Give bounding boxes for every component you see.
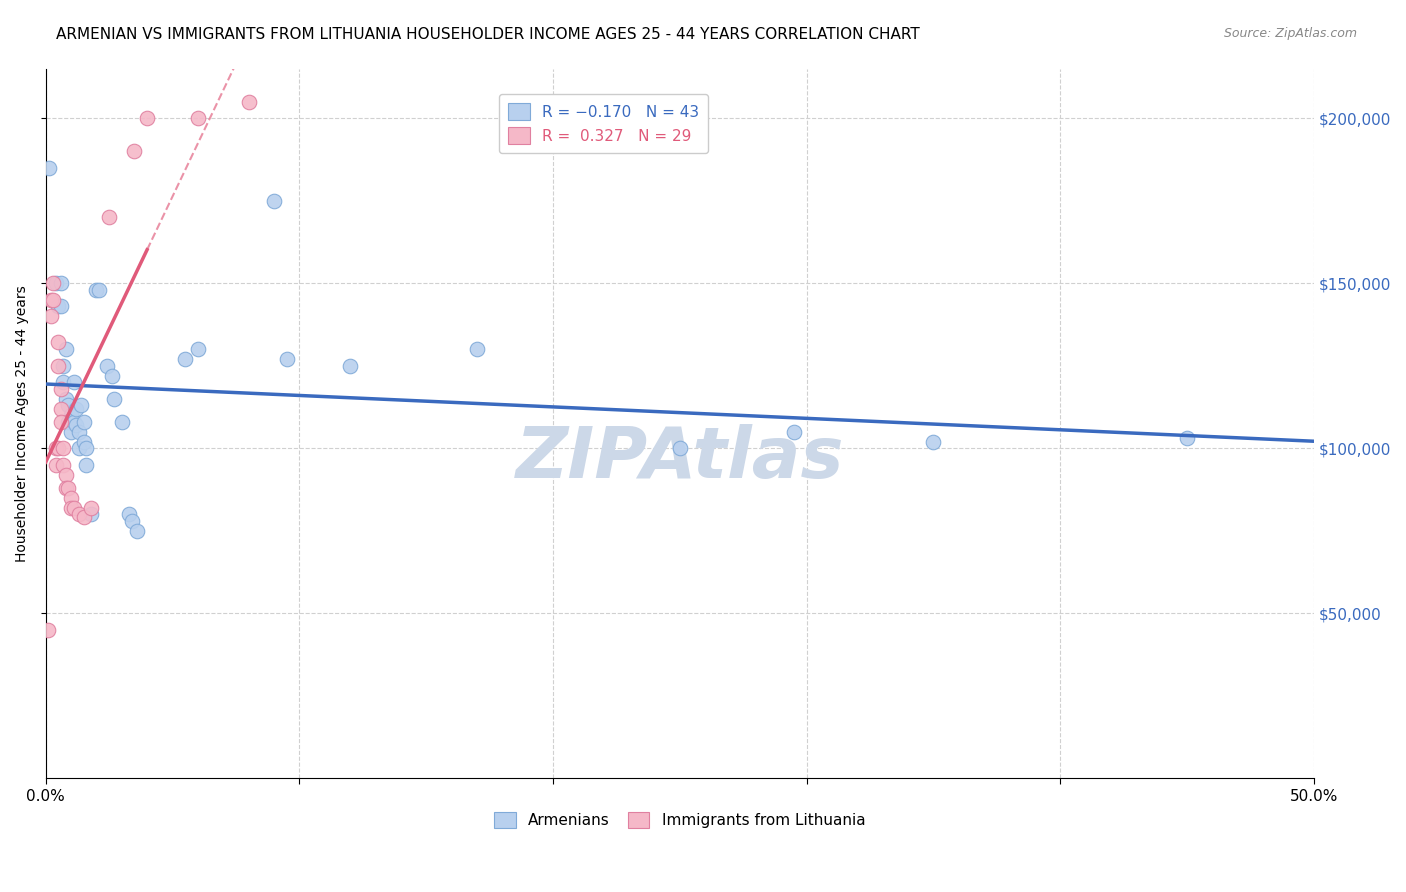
Point <box>49 299 72 313</box>
Point <box>49 276 72 290</box>
Point <box>46 299 69 313</box>
Point <box>73 434 96 449</box>
Point <box>39 293 62 307</box>
Legend: Armenians, Immigrants from Lithuania: Armenians, Immigrants from Lithuania <box>488 805 872 834</box>
Point <box>98 210 121 224</box>
Point <box>465 342 488 356</box>
Point <box>60 408 83 422</box>
Point <box>124 144 146 158</box>
Point <box>52 441 75 455</box>
Point <box>67 507 90 521</box>
Point <box>49 415 72 429</box>
Point <box>55 392 77 406</box>
Point <box>73 510 96 524</box>
Point <box>80 500 103 515</box>
Point <box>45 276 67 290</box>
Point <box>46 359 69 373</box>
Y-axis label: Householder Income Ages 25 - 44 years: Householder Income Ages 25 - 44 years <box>15 285 30 562</box>
Point <box>52 458 75 472</box>
Text: Source: ZipAtlas.com: Source: ZipAtlas.com <box>1223 27 1357 40</box>
Point <box>80 507 103 521</box>
Point <box>75 441 97 455</box>
Point <box>111 415 134 429</box>
Point <box>49 382 72 396</box>
Point <box>67 441 90 455</box>
Point <box>52 359 75 373</box>
Point <box>37 623 59 637</box>
Point <box>783 425 806 439</box>
Point <box>45 441 67 455</box>
Point <box>46 335 69 350</box>
Point <box>38 161 60 175</box>
Point <box>60 500 83 515</box>
Point <box>75 458 97 472</box>
Point <box>58 398 80 412</box>
Point <box>52 375 75 389</box>
Point <box>62 500 84 515</box>
Point <box>100 368 122 383</box>
Point <box>668 441 690 455</box>
Point <box>46 441 69 455</box>
Point <box>55 467 77 482</box>
Point <box>86 283 108 297</box>
Point <box>42 276 65 290</box>
Point <box>187 111 209 125</box>
Point <box>58 481 80 495</box>
Point <box>276 351 298 366</box>
Point <box>58 415 80 429</box>
Point <box>187 342 209 356</box>
Point <box>49 401 72 416</box>
Point <box>136 111 159 125</box>
Point <box>118 507 141 521</box>
Point <box>121 514 143 528</box>
Point <box>73 415 96 429</box>
Point <box>45 458 67 472</box>
Point <box>39 309 62 323</box>
Point <box>67 425 90 439</box>
Point <box>42 293 65 307</box>
Point <box>62 375 84 389</box>
Point <box>174 351 197 366</box>
Point <box>87 283 110 297</box>
Point <box>60 425 83 439</box>
Point <box>70 398 93 412</box>
Point <box>55 481 77 495</box>
Text: ARMENIAN VS IMMIGRANTS FROM LITHUANIA HOUSEHOLDER INCOME AGES 25 - 44 YEARS CORR: ARMENIAN VS IMMIGRANTS FROM LITHUANIA HO… <box>56 27 920 42</box>
Point <box>125 524 148 538</box>
Point <box>55 342 77 356</box>
Point <box>1175 431 1198 445</box>
Point <box>238 95 260 109</box>
Point <box>62 415 84 429</box>
Point <box>65 401 87 416</box>
Point <box>263 194 285 208</box>
Point <box>339 359 361 373</box>
Point <box>96 359 118 373</box>
Point <box>60 491 83 505</box>
Text: ZIPAtlas: ZIPAtlas <box>516 425 844 493</box>
Point <box>65 417 87 432</box>
Point <box>103 392 125 406</box>
Point <box>922 434 945 449</box>
